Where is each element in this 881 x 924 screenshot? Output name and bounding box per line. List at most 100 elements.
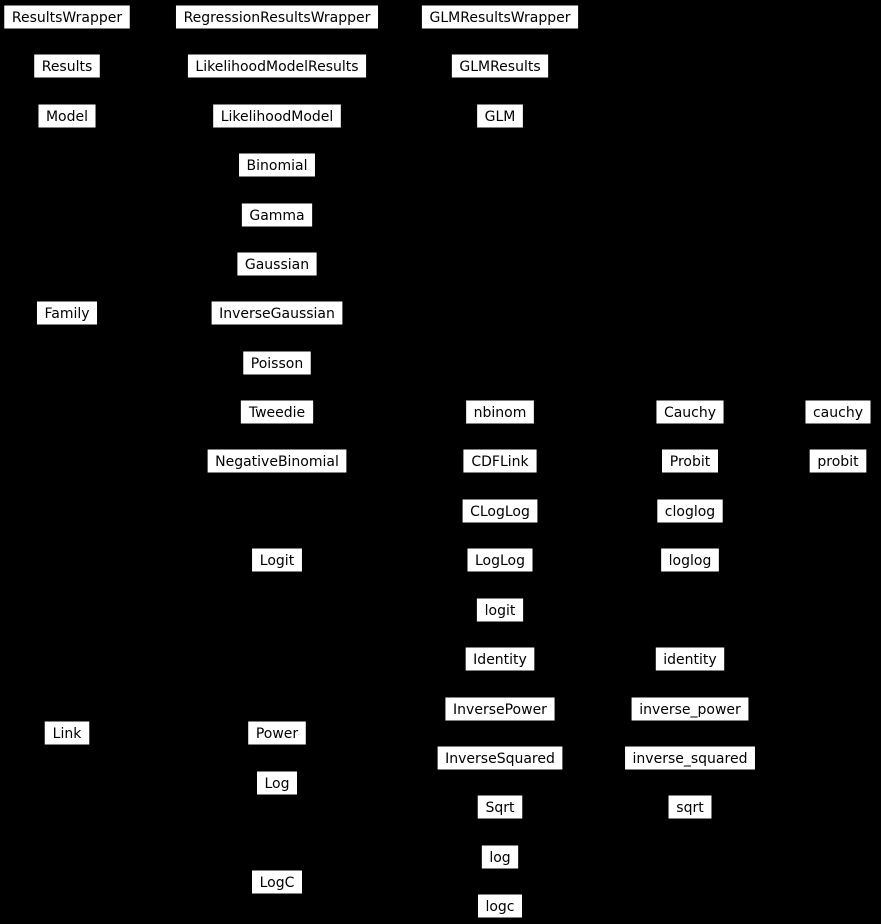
node-NegativeBinomial: NegativeBinomial [207, 449, 347, 473]
node-Logit: Logit [252, 548, 303, 572]
node-label: logit [485, 603, 516, 619]
edge-LogC-to-logc [303, 882, 478, 906]
node-sqrt: sqrt [668, 795, 712, 819]
node-inverse_power: inverse_power [631, 697, 749, 721]
node-logc: logc [477, 894, 522, 918]
node-label: Family [44, 306, 89, 322]
node-label: Log [264, 776, 289, 792]
edge-Power-to-Identity [306, 659, 465, 733]
node-label: Probit [670, 454, 711, 470]
node-GLMResults: GLMResults [451, 54, 548, 78]
edge-NegativeBinomial-to-nbinom [347, 412, 466, 461]
node-label: Logit [260, 553, 295, 569]
node-inverse_squared: inverse_squared [625, 746, 756, 770]
node-cauchy: cauchy [805, 400, 871, 424]
node-label: LogLog [475, 553, 525, 569]
node-Gamma: Gamma [241, 203, 312, 227]
node-LogLog: LogLog [467, 548, 533, 572]
node-Probit: Probit [662, 449, 719, 473]
node-label: Link [53, 726, 83, 742]
node-Power: Power [248, 721, 307, 745]
node-InverseGaussian: InverseGaussian [211, 301, 343, 325]
node-label: CLogLog [470, 504, 530, 520]
node-label: inverse_power [639, 702, 741, 718]
node-label: inverse_squared [633, 751, 748, 767]
edge-Logit-to-CLogLog [302, 511, 462, 560]
node-label: probit [817, 454, 859, 470]
node-Poisson: Poisson [243, 351, 311, 375]
node-LogC: LogC [251, 870, 302, 894]
node-GLM: GLM [477, 104, 524, 128]
node-label: GLMResultsWrapper [430, 10, 571, 26]
node-label: sqrt [676, 800, 704, 816]
edge-Family-to-NegativeBinomial [98, 313, 208, 461]
edge-Power-to-InverseSquared [306, 733, 437, 758]
edge-Power-to-InversePower [306, 709, 445, 733]
node-label: InversePower [453, 702, 547, 718]
node-Log: Log [256, 771, 297, 795]
node-LikelihoodModelResults: LikelihoodModelResults [187, 54, 366, 78]
node-Gaussian: Gaussian [237, 252, 317, 276]
node-Identity: Identity [465, 647, 535, 671]
node-cloglog: cloglog [657, 499, 723, 523]
node-probit: probit [809, 449, 867, 473]
node-label: LogC [260, 875, 295, 891]
node-Results: Results [34, 54, 101, 78]
node-label: log [489, 850, 510, 866]
edge-Link-to-Logit [90, 560, 252, 733]
node-label: LikelihoodModelResults [195, 59, 358, 75]
edge-CDFLink-to-Cauchy [537, 412, 656, 461]
edge-Link-to-LogC [90, 733, 252, 882]
node-Binomial: Binomial [239, 153, 316, 177]
node-Cauchy: Cauchy [656, 400, 724, 424]
node-label: NegativeBinomial [215, 454, 339, 470]
node-label: loglog [669, 553, 712, 569]
node-nbinom: nbinom [466, 400, 535, 424]
node-Tweedie: Tweedie [240, 400, 313, 424]
node-Family: Family [36, 301, 97, 325]
node-label: Results [42, 59, 93, 75]
node-label: GLM [485, 109, 516, 125]
node-Sqrt: Sqrt [477, 795, 523, 819]
inheritance-diagram: ResultsWrapper RegressionResultsWrapper GL… [0, 0, 881, 924]
node-InversePower: InversePower [445, 697, 555, 721]
node-ResultsWrapper: ResultsWrapper [4, 5, 130, 29]
node-identity: identity [655, 647, 724, 671]
node-label: Sqrt [485, 800, 515, 816]
node-label: InverseSquared [445, 751, 555, 767]
node-label: LikelihoodModel [221, 109, 334, 125]
node-label: Gaussian [245, 257, 309, 273]
node-label: nbinom [474, 405, 527, 421]
edge-Log-to-log [298, 783, 482, 857]
node-label: RegressionResultsWrapper [184, 10, 371, 26]
node-label: cloglog [665, 504, 715, 520]
node-RegressionResultsWrapper: RegressionResultsWrapper [175, 5, 378, 29]
node-log: log [481, 845, 518, 869]
node-label: Identity [473, 652, 527, 668]
edge-Link-to-Log [90, 733, 257, 783]
node-label: ResultsWrapper [12, 10, 122, 26]
node-InverseSquared: InverseSquared [437, 746, 563, 770]
node-label: InverseGaussian [219, 306, 335, 322]
node-label: Tweedie [248, 405, 305, 421]
node-label: Gamma [249, 208, 304, 224]
node-Model: Model [38, 104, 96, 128]
node-label: identity [663, 652, 716, 668]
edge-Logit-to-logit [302, 560, 476, 610]
node-label: logc [485, 899, 514, 915]
node-label: Cauchy [664, 405, 716, 421]
node-GLMResultsWrapper: GLMResultsWrapper [421, 5, 578, 29]
node-label: Binomial [247, 158, 308, 174]
node-LikelihoodModel: LikelihoodModel [213, 104, 342, 128]
node-label: Poisson [251, 356, 303, 372]
node-label: Power [256, 726, 299, 742]
node-CDFLink: CDFLink [463, 449, 537, 473]
node-CLogLog: CLogLog [462, 499, 538, 523]
node-loglog: loglog [661, 548, 720, 572]
node-label: cauchy [813, 405, 863, 421]
node-Link: Link [44, 721, 90, 745]
node-label: GLMResults [459, 59, 540, 75]
node-label: Model [46, 109, 88, 125]
node-label: CDFLink [471, 454, 529, 470]
node-logit: logit [476, 598, 523, 622]
